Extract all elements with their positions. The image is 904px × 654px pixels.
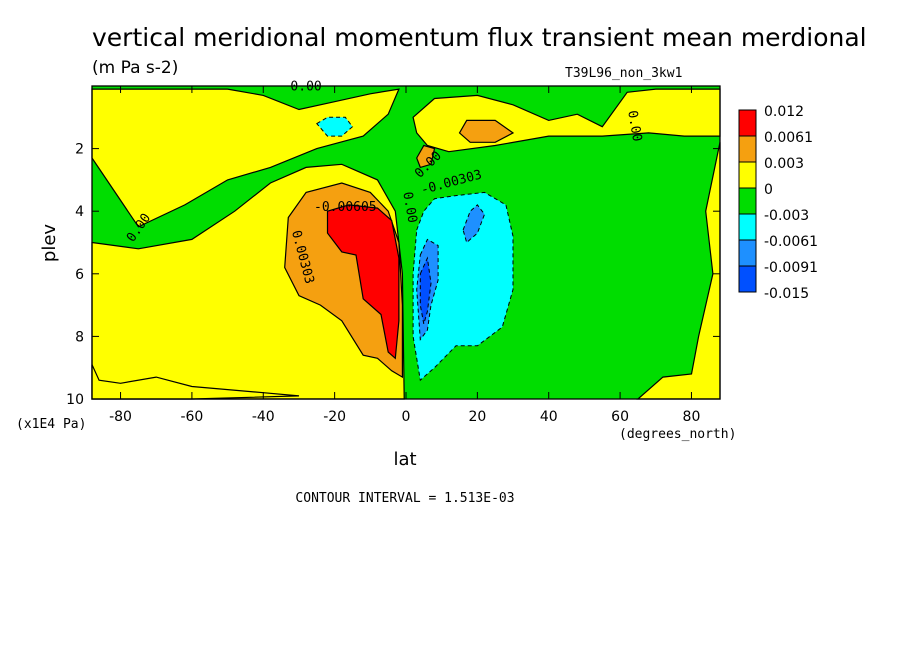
contour-region-neg1 bbox=[412, 191, 514, 382]
legend-label: 0.0061 bbox=[764, 130, 813, 146]
legend-swatch bbox=[738, 265, 757, 293]
y-tick-label: 4 bbox=[75, 204, 84, 220]
contour-label: 0.00 bbox=[399, 191, 419, 224]
legend-swatch bbox=[738, 239, 757, 267]
contour-region-neg2 bbox=[462, 204, 486, 244]
legend-label: -0.0061 bbox=[764, 234, 818, 250]
x-tick-label: 0 bbox=[402, 409, 411, 425]
contour-region-pos2 bbox=[416, 144, 436, 169]
y-axis-label: plev bbox=[39, 224, 60, 263]
y-tick-label: 6 bbox=[75, 267, 84, 283]
x-axis-units: (degrees_north) bbox=[619, 427, 736, 442]
run-label: T39L96_non_3kw1 bbox=[565, 66, 682, 81]
x-tick-label: 20 bbox=[468, 409, 486, 425]
x-tick-label: -40 bbox=[252, 409, 275, 425]
chart-title: vertical meridional momentum flux transi… bbox=[92, 23, 867, 52]
contour-label: 0.00 bbox=[624, 109, 644, 142]
x-tick-label: 40 bbox=[540, 409, 558, 425]
axis-ticks: -80 -60 -40 -20 0 20 40 60 80 2 4 6 8 10 bbox=[66, 86, 720, 425]
color-legend: 0.012 0.0061 0.003 0 -0.003 -0.0061 -0.0091 -0.… bbox=[738, 104, 818, 302]
contour-region-neg3 bbox=[419, 256, 432, 325]
legend-label: 0.012 bbox=[764, 104, 804, 120]
x-tick-label: 60 bbox=[611, 409, 629, 425]
y-axis-units: (x1E4 Pa) bbox=[16, 417, 86, 432]
contour-label: 0.00 bbox=[290, 80, 321, 95]
y-tick-label: 2 bbox=[75, 142, 84, 158]
contour-region-pos2 bbox=[458, 119, 515, 143]
contour-region-pos1 bbox=[91, 364, 300, 400]
legend-swatch bbox=[738, 161, 757, 189]
contour-label: -0.00605 bbox=[314, 200, 377, 215]
x-tick-label: -60 bbox=[180, 409, 203, 425]
y-tick-label: 10 bbox=[66, 392, 84, 408]
legend-label: -0.015 bbox=[764, 286, 809, 302]
x-axis-label: lat bbox=[393, 449, 416, 470]
chart-units: (m Pa s-2) bbox=[92, 58, 178, 78]
contour-region-pos3 bbox=[326, 204, 400, 360]
legend-label: 0.003 bbox=[764, 156, 804, 172]
legend-swatch bbox=[738, 187, 757, 215]
x-tick-label: 80 bbox=[683, 409, 701, 425]
legend-label: -0.0091 bbox=[764, 260, 818, 276]
y-tick-label: 8 bbox=[75, 329, 84, 345]
contour-region-neg1 bbox=[316, 116, 354, 137]
contour-interval: CONTOUR INTERVAL = 1.513E-03 bbox=[295, 491, 514, 506]
legend-label: -0.003 bbox=[764, 208, 809, 224]
legend-swatch bbox=[738, 109, 757, 137]
legend-swatch bbox=[738, 213, 757, 241]
plot-area: 0.000.00-0.006050.00303-0.003030.000.000… bbox=[91, 80, 721, 400]
legend-swatch bbox=[738, 135, 757, 163]
x-tick-label: -20 bbox=[323, 409, 346, 425]
x-tick-label: -80 bbox=[109, 409, 132, 425]
legend-label: 0 bbox=[764, 182, 773, 198]
